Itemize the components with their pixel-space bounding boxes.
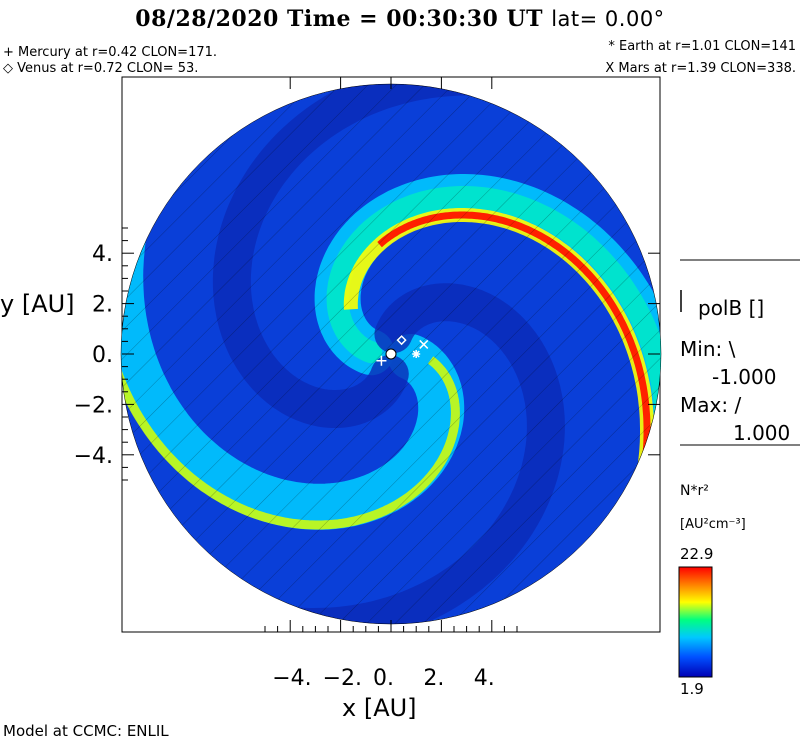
sun-marker xyxy=(385,348,397,360)
y-tick-label: 2. xyxy=(92,293,113,318)
mercury-info: + Mercury at r=0.42 CLON=171. xyxy=(3,45,218,60)
mars-marker xyxy=(419,339,429,349)
y-tick-label: 0. xyxy=(92,343,113,368)
planet-markers xyxy=(376,335,429,366)
plot-title: 08/28/2020 Time = 00:30:30 UT lat= 0.00° xyxy=(0,6,800,32)
colorbar-title: N*r² xyxy=(680,483,709,499)
x-tick-label: 4. xyxy=(474,666,495,691)
colorbar-min: 1.9 xyxy=(680,680,704,698)
min-label: Min: \ xyxy=(680,337,736,361)
x-tick-label: 0. xyxy=(373,666,394,691)
y-axis-label: y [AU] xyxy=(0,290,75,318)
earth-info: * Earth at r=1.01 CLON=141 xyxy=(608,39,796,54)
colorbar xyxy=(678,566,713,678)
x-tick-label: 2. xyxy=(423,666,444,691)
earth-marker xyxy=(412,350,421,358)
colorbar-max: 22.9 xyxy=(680,545,714,563)
mercury-marker xyxy=(376,355,387,366)
model-credit: Model at CCMC: ENLIL xyxy=(3,722,169,740)
max-label: Max: / xyxy=(680,393,742,417)
y-tick-label: −4. xyxy=(74,444,113,469)
min-value: -1.000 xyxy=(712,365,777,389)
title-date-time: 08/28/2020 Time = 00:30:30 UT xyxy=(135,6,544,32)
x-tick-label: −4. xyxy=(272,666,311,691)
max-value: 1.000 xyxy=(733,421,791,445)
colorbar-units: [AU²cm⁻³] xyxy=(680,517,746,532)
polb-label: polB [] xyxy=(698,296,765,320)
title-lat: lat= 0.00° xyxy=(551,7,665,31)
x-axis-label: x [AU] xyxy=(342,694,417,722)
venus-marker xyxy=(396,335,407,346)
y-tick-label: −2. xyxy=(74,393,113,418)
x-tick-label: −2. xyxy=(323,666,362,691)
axes: −4. −2. 0. 2. 4. −4. −2. 0. 2. 4. xyxy=(74,77,660,691)
venus-info: ◇ Venus at r=0.72 CLON= 53. xyxy=(3,61,199,76)
mars-info: X Mars at r=1.39 CLON=338. xyxy=(605,61,796,76)
y-tick-label: 4. xyxy=(92,242,113,267)
